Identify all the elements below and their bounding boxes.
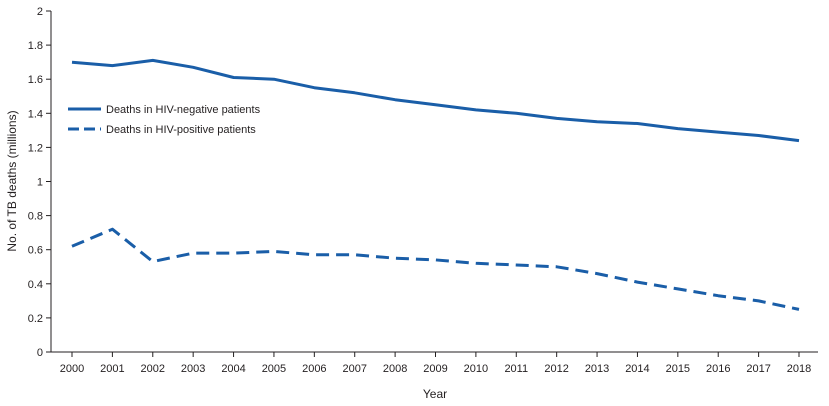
x-tick-label: 2014 <box>625 363 649 375</box>
y-tick-label: 1.8 <box>28 40 43 52</box>
x-tick-label: 2009 <box>423 363 447 375</box>
x-tick-label: 2011 <box>504 363 528 375</box>
y-tick-label: 0 <box>37 347 43 359</box>
x-tick-label: 2005 <box>262 363 286 375</box>
x-tick-label: 2004 <box>221 363 245 375</box>
x-tick-label: 2017 <box>746 363 770 375</box>
y-tick-label: 2 <box>37 6 43 18</box>
y-tick-label: 1.6 <box>28 74 43 86</box>
series-line-hiv-negative <box>71 58 800 143</box>
y-tick-label: 0.2 <box>28 313 43 325</box>
legend-label-hiv-positive: Deaths in HIV-positive patients <box>106 124 256 136</box>
x-tick-label: 2015 <box>666 363 690 375</box>
y-tick-label: 0.8 <box>28 211 43 223</box>
y-tick-label: 1 <box>37 177 43 189</box>
x-tick-label: 2018 <box>787 363 811 375</box>
x-tick-label: 2002 <box>141 363 165 375</box>
x-tick-label: 2001 <box>100 363 124 375</box>
x-tick-label: 2000 <box>60 363 84 375</box>
y-tick-label: 1.4 <box>28 108 43 120</box>
y-tick-label: 0.4 <box>28 279 43 291</box>
x-axis-title: Year <box>423 387 447 401</box>
series-layer <box>71 58 800 311</box>
y-tick-label: 0.6 <box>28 245 43 257</box>
x-tick-label: 2006 <box>302 363 326 375</box>
y-axis-title: No. of TB deaths (millions) <box>5 110 19 251</box>
y-axis: 0 0.2 0.4 0.6 0.8 1 1.2 1.4 1.6 1.8 2 <box>28 6 52 359</box>
x-axis: 2000 2001 2002 2003 2004 2005 2006 2007 2008 2009… <box>51 351 818 375</box>
x-tick-label: 2013 <box>585 363 609 375</box>
legend-label-hiv-negative: Deaths in HIV-negative patients <box>106 104 261 116</box>
x-tick-label: 2016 <box>706 363 730 375</box>
x-tick-label: 2012 <box>544 363 568 375</box>
x-tick-label: 2003 <box>181 363 205 375</box>
series-line-hiv-positive <box>71 227 800 311</box>
x-tick-label: 2010 <box>464 363 488 375</box>
y-tick-label: 1.2 <box>28 142 43 154</box>
x-tick-label: 2007 <box>342 363 366 375</box>
x-tick-label: 2008 <box>383 363 407 375</box>
legend: Deaths in HIV-negative patients Deaths i… <box>68 104 261 136</box>
